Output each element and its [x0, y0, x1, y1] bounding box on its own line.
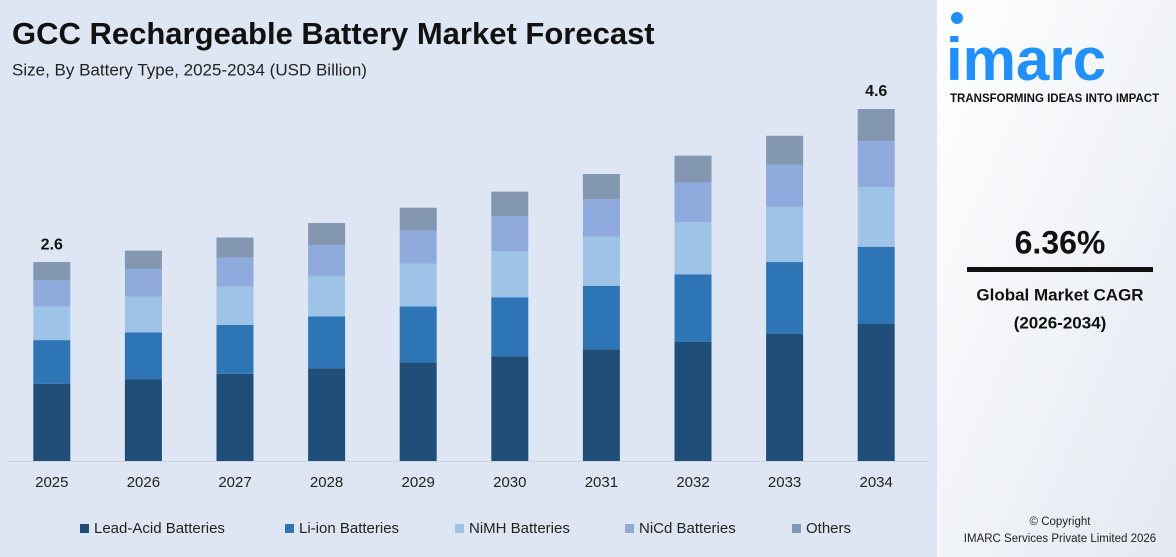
- bar-segment: [491, 216, 529, 252]
- bar-segment: [674, 155, 712, 183]
- legend-swatch: [80, 524, 89, 533]
- bar-segment: [857, 246, 895, 325]
- x-tick-label: 2031: [585, 474, 618, 491]
- legend-label: NiCd Batteries: [639, 520, 736, 537]
- bar-segment: [857, 324, 895, 461]
- bar-segment: [582, 236, 620, 286]
- bar-segment: [308, 316, 346, 369]
- legend-swatch: [285, 524, 294, 533]
- logo: imarc: [946, 26, 1106, 93]
- bar-segment: [399, 263, 437, 307]
- bar-segment: [33, 262, 71, 281]
- x-tick-label: 2034: [860, 474, 893, 491]
- bar-segment: [674, 341, 712, 461]
- bar-segment: [216, 237, 254, 258]
- bar-segment: [491, 191, 529, 217]
- x-tick-label: 2029: [402, 474, 435, 491]
- bar-segment: [491, 251, 529, 298]
- bar-segment: [766, 206, 804, 263]
- legend-swatch: [625, 524, 634, 533]
- bar-segment: [674, 222, 712, 275]
- company: IMARC Services Private Limited 2026: [964, 533, 1156, 545]
- bar-segment: [582, 349, 620, 461]
- cagr-label: Global Market CAGR: [976, 285, 1143, 304]
- bar-segment: [33, 280, 71, 307]
- x-tick-label: 2026: [127, 474, 160, 491]
- bar-segment: [399, 230, 437, 264]
- bar-segment: [582, 285, 620, 350]
- total-label: 4.6: [865, 83, 887, 100]
- copyright: © Copyright: [1030, 516, 1092, 528]
- bar-segment: [857, 187, 895, 247]
- bar-segment: [124, 268, 162, 297]
- chart-title: GCC Rechargeable Battery Market Forecast: [12, 16, 655, 51]
- bar-segment: [124, 332, 162, 380]
- bar-segment: [766, 262, 804, 334]
- legend-label: Others: [806, 520, 851, 537]
- bar-segment: [766, 164, 804, 207]
- bar-segment: [582, 199, 620, 237]
- cagr-rule: [967, 267, 1153, 272]
- x-tick-label: 2025: [35, 474, 68, 491]
- legend-label: Li-ion Batteries: [299, 520, 399, 537]
- tagline: TRANSFORMING IDEAS INTO IMPACT: [950, 93, 1159, 105]
- x-tick-label: 2032: [676, 474, 709, 491]
- bar-segment: [399, 207, 437, 231]
- legend-swatch: [792, 524, 801, 533]
- bar-segment: [674, 274, 712, 342]
- bar-segment: [33, 340, 71, 384]
- bar-segment: [124, 296, 162, 333]
- total-label: 2.6: [41, 236, 63, 253]
- legend-swatch: [455, 524, 464, 533]
- sidebar-background: [937, 0, 1176, 557]
- cagr-value: 6.36%: [1015, 224, 1106, 260]
- bar-segment: [399, 306, 437, 363]
- bar-segment: [33, 306, 71, 341]
- x-tick-label: 2033: [768, 474, 801, 491]
- x-tick-label: 2028: [310, 474, 343, 491]
- cagr-period: (2026-2034): [1014, 313, 1107, 332]
- bar-segment: [216, 324, 254, 374]
- legend-label: NiMH Batteries: [469, 520, 570, 537]
- logo-dot: [951, 12, 963, 24]
- chart-subtitle: Size, By Battery Type, 2025-2034 (USD Bi…: [12, 60, 367, 79]
- bar-segment: [582, 174, 620, 200]
- bar-segment: [308, 245, 346, 276]
- bar-segment: [308, 275, 346, 317]
- bar-segment: [857, 109, 895, 142]
- bar-segment: [216, 257, 254, 287]
- x-tick-label: 2027: [218, 474, 251, 491]
- bar-segment: [491, 297, 529, 357]
- bar-segment: [674, 182, 712, 223]
- bar-segment: [33, 383, 71, 461]
- bar-segment: [491, 356, 529, 461]
- x-tick-label: 2030: [493, 474, 526, 491]
- bar-segment: [124, 379, 162, 461]
- legend-label: Lead-Acid Batteries: [94, 520, 225, 537]
- bar-segment: [766, 135, 804, 165]
- bar-segment: [216, 373, 254, 461]
- bar-segment: [124, 250, 162, 269]
- bar-segment: [308, 368, 346, 461]
- bar-segment: [308, 223, 346, 246]
- bar-segment: [857, 141, 895, 188]
- bar-segment: [399, 362, 437, 461]
- bar-segment: [216, 286, 254, 325]
- bar-segment: [766, 333, 804, 461]
